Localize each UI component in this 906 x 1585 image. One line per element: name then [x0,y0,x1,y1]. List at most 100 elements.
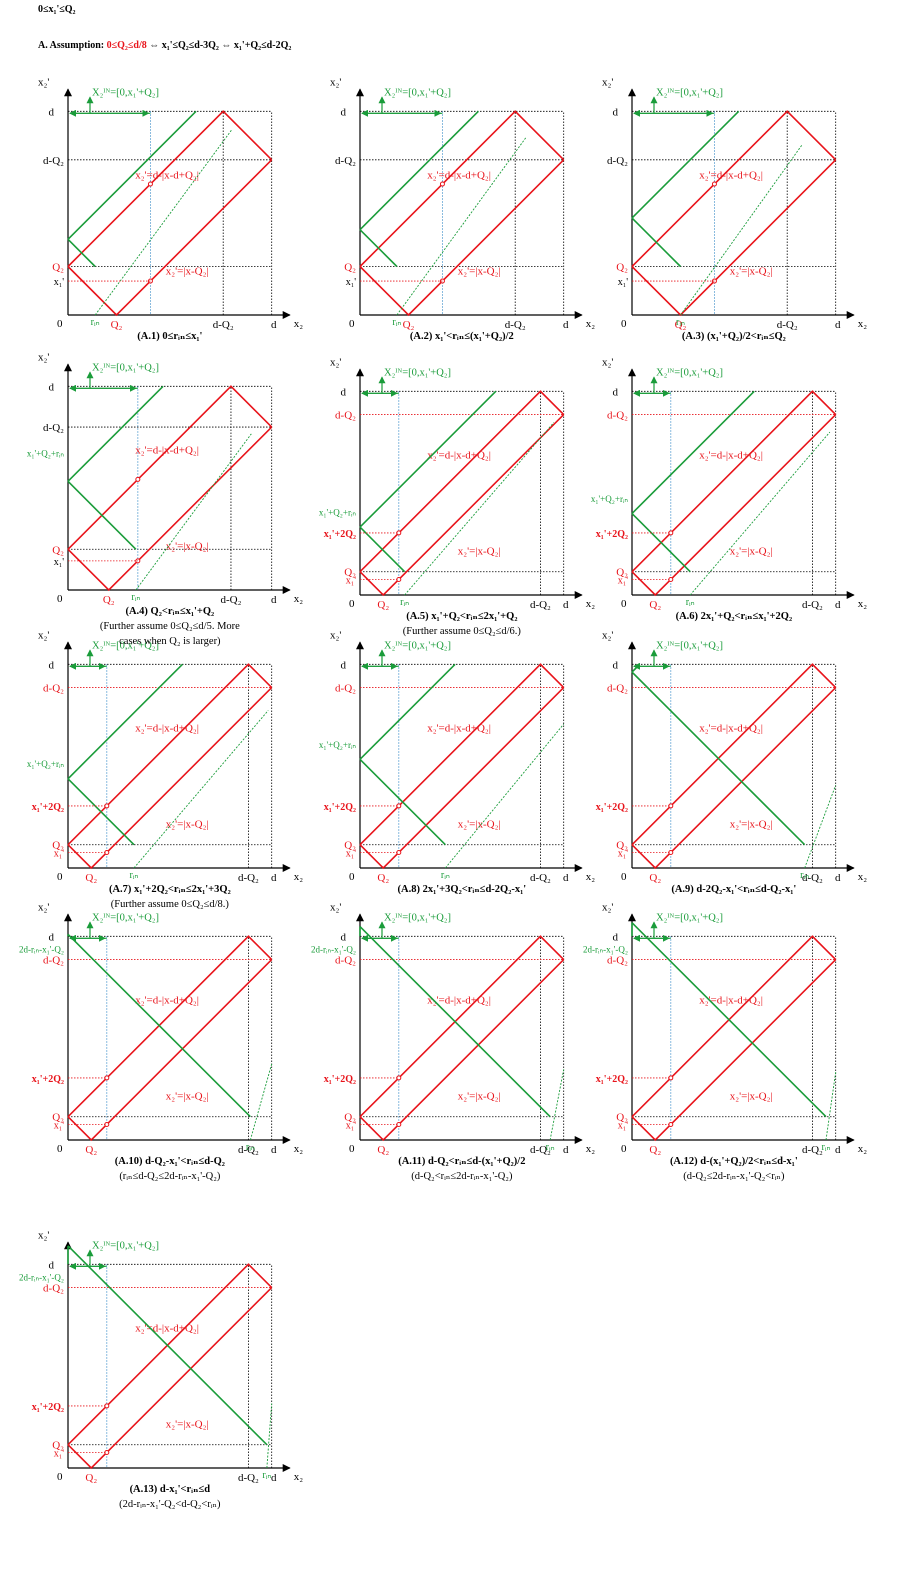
green-shifted-lower [689,431,831,596]
tick-q2-y: Q₂ [344,567,356,579]
upper-formula: x₂'=d-|x-d+Q₂| [427,170,491,182]
y-axis-label: x₂' [330,901,341,913]
caption-4: (A.4) Q₂<rᵢₙ≤x₁'+Q₂ (Further assume 0≤Q₂≤… [58,604,282,649]
caption-line: (rᵢₙ≤d-Q₂≤2d-rᵢₙ-x₁'-Q₂) [119,1171,221,1182]
lower-formula: x₂'=|x-Q₂| [730,1090,773,1102]
tick-d-x: d [271,1144,277,1156]
lower-formula: x₂'=|x-Q₂| [730,818,773,830]
tick-q2-x: Q₂ [85,1472,97,1484]
caption-line: (Further assume 0≤Q₂≤d/8.) [110,899,229,910]
tick-dq2-y: d-Q₂ [607,683,628,695]
upper-formula: x₂'=d-|x-d+Q₂| [135,170,199,182]
tick-dq2-x: d-Q₂ [213,319,234,331]
x2in-label: X₂ᴵᴺ=[0,x₁'+Q₂] [384,87,451,98]
green-upper-solid [631,663,641,673]
tick-x1-y: x₁' [618,575,628,586]
tick-dq2-x: d-Q₂ [802,599,823,611]
green-upper-solid [67,385,164,482]
tick-q2-x: Q₂ [675,319,687,331]
panel-2: x₂ x₂' 0 d d-Q₂ Q₂ x₁' Q₂ d-Q₂ d X₂ᴵᴺ=[0,x₁'+Q₂] x₂… [330,76,595,331]
origin-label: 0 [57,871,63,883]
tick-x1-y: x₁' [346,575,356,586]
tick-x1q2rin: x₁'+Q₂+rᵢₙ [319,508,357,518]
marker-upper [711,181,717,187]
caption-line: (A.12) d-(x₁'+Q₂)/2<rᵢₙ≤d-x₁' [669,1156,798,1167]
tick-rin-x: rᵢₙ [91,317,100,328]
tick-d-x: d [835,1144,841,1156]
tick-q2-y: Q₂ [52,262,64,274]
tick-dq2-y: d-Q₂ [43,955,64,967]
caption-line: (Further assume 0≤Q₂≤d/6.) [402,626,521,637]
tick-x1-2q2: x₁'+2Q₂ [324,802,356,813]
lower-formula: x₂'=|x-Q₂| [166,818,209,830]
tick-q2-y: Q₂ [52,840,64,852]
tick-dq2-y: d-Q₂ [43,155,64,167]
upper-red-curve [631,390,837,573]
caption-11: (A.11) d-Q₂<rᵢₙ≤d-(x₁'+Q₂)/2 (d-Q₂<rᵢₙ≤2d… [350,1154,574,1184]
caption-line: (A.2) x₁'<rᵢₙ≤(x₁'+Q₂)/2 [409,331,514,342]
y-axis-label: x₂' [602,901,613,913]
tick-x1-2q2: x₁'+2Q₂ [32,802,64,813]
tick-x1-2q2: x₁'+2Q₂ [32,1074,64,1085]
origin-label: 0 [349,598,355,610]
x2in-label: X₂ᴵᴺ=[0,x₁'+Q₂] [384,640,451,651]
caption-5: (A.5) x₁'+Q₂<rᵢₙ≤2x₁'+Q₂ (Further assume … [350,609,574,639]
tick-q2-x: Q₂ [649,872,661,884]
x-axis-label: x₂ [294,871,304,883]
upper-formula: x₂'=d-|x-d+Q₂| [427,995,491,1007]
upper-red-curve [67,385,273,550]
tick-d-y: d [341,659,347,671]
green-shifted-lower [94,130,232,316]
green-shifted-lower [266,1403,273,1469]
green-shifted-lower [249,1063,273,1141]
x-axis-label: x₂ [586,1143,596,1155]
tick-dq2-y: d-Q₂ [607,955,628,967]
tick-x1-2q2: x₁'+2Q₂ [596,1074,628,1085]
origin-label: 0 [349,871,355,883]
x2in-label: X₂ᴵᴺ=[0,x₁'+Q₂] [656,367,723,378]
lower-red-curve [359,959,565,1142]
tick-q2-y: Q₂ [344,840,356,852]
green-shifted-lower [825,1072,837,1141]
upper-formula: x₂'=d-|x-d+Q₂| [135,1323,199,1335]
tick-x1-y: x₁' [54,557,64,568]
tick-rin-x: rᵢₙ [441,870,450,881]
tick-dq2-x: d-Q₂ [530,599,551,611]
x2in-label: X₂ᴵᴺ=[0,x₁'+Q₂] [92,912,159,923]
tick-q2-x: Q₂ [649,599,661,611]
green-upper-solid [359,663,456,760]
caption-13: (A.13) d-x₁'<rᵢₙ≤d (2d-rᵢₙ-x₁'-Q₂<d-Q₂<rᵢ… [58,1482,282,1512]
y-axis-label: x₂' [38,76,49,88]
tick-dq2-x: d-Q₂ [802,1144,823,1156]
tick-x1-y: x₁' [54,1448,64,1459]
x2in-label: X₂ᴵᴺ=[0,x₁'+Q₂] [92,640,159,651]
tick-dq2-y: d-Q₂ [43,422,64,434]
tick-d-x: d [271,872,277,884]
lower-red-curve [67,959,273,1142]
tick-d-y: d [341,106,347,118]
tick-d-y: d [49,931,55,943]
tick-q2-x: Q₂ [85,872,97,884]
x-axis-label: x₂ [586,318,596,330]
caption-line: (Further assume 0≤Q₂≤d/5. More [99,621,240,632]
lower-formula: x₂'=|x-Q₂| [166,540,209,552]
y-axis-label: x₂' [602,629,613,641]
lower-formula: x₂'=|x-Q₂| [458,818,501,830]
lower-red-curve [359,159,565,317]
green-lower-solid [67,1245,268,1446]
caption-line: (A.7) x₁'+2Q₂<rᵢₙ≤2x₁'+3Q₂ [108,884,231,895]
upper-formula: x₂'=d-|x-d+Q₂| [699,723,763,735]
upper-red-curve [359,390,565,573]
x2in-label: X₂ᴵᴺ=[0,x₁'+Q₂] [384,367,451,378]
caption-line: (d-Q₂<rᵢₙ≤2d-rᵢₙ-x₁'-Q₂) [411,1171,513,1182]
lower-red-curve [67,1287,273,1470]
tick-d-x: d [835,599,841,611]
tick-d-x: d [563,872,569,884]
x-axis-label: x₂ [858,598,868,610]
lower-red-curve [359,687,565,870]
tick-q2-y: Q₂ [616,262,628,274]
